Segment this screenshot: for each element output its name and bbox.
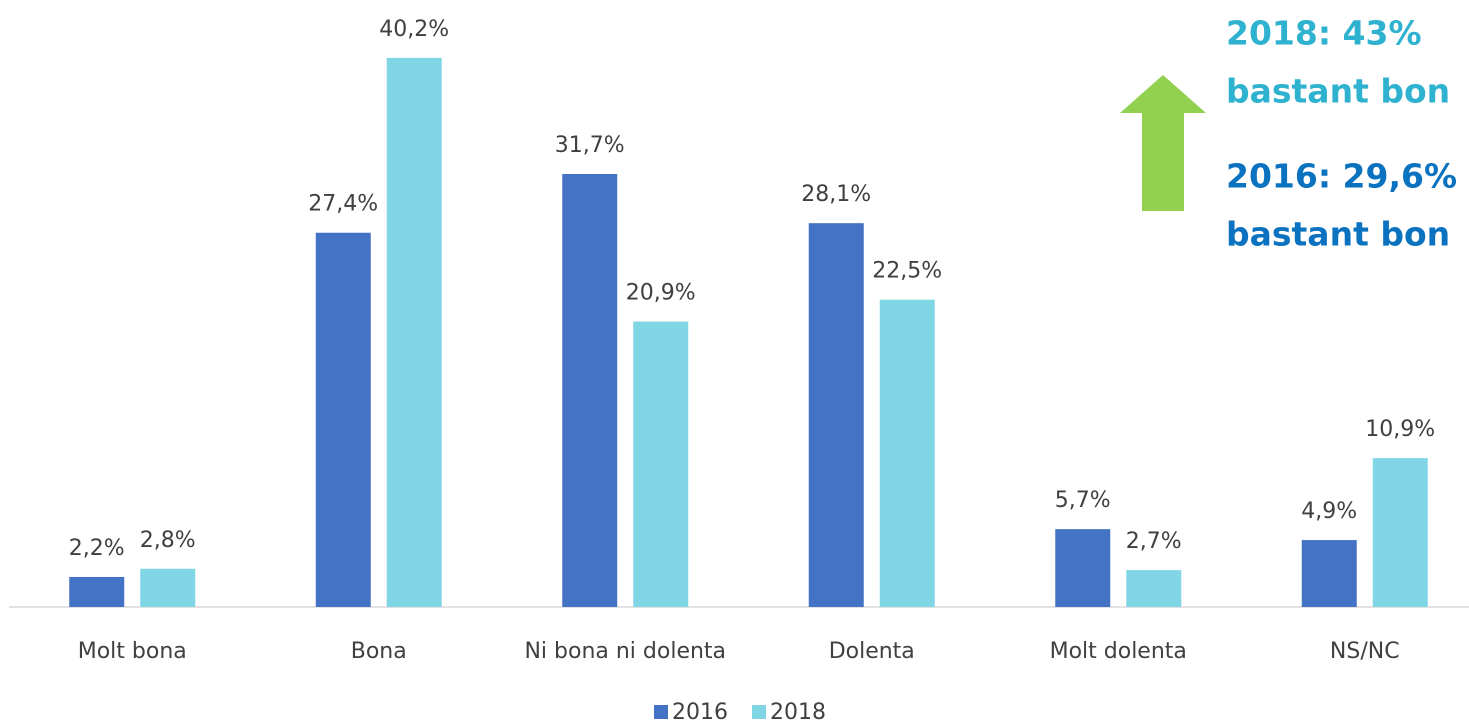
value-label: 27,4% xyxy=(308,192,378,217)
bar xyxy=(1372,458,1428,607)
x-tick-label: Dolenta xyxy=(829,639,915,664)
legend-label: 2018 xyxy=(770,700,826,723)
value-label: 28,1% xyxy=(801,182,871,207)
value-label: 4,9% xyxy=(1301,499,1357,524)
bar xyxy=(1055,529,1111,607)
legend-label: 2016 xyxy=(672,700,728,723)
value-label: 2,8% xyxy=(140,528,196,553)
value-label: 40,2% xyxy=(379,17,449,42)
legend-swatch xyxy=(654,705,668,719)
bar xyxy=(808,223,864,607)
value-label: 20,9% xyxy=(626,281,696,306)
x-tick-label: NS/NC xyxy=(1330,639,1400,664)
bar xyxy=(386,57,442,608)
legend-swatch xyxy=(752,705,766,719)
bar xyxy=(315,232,371,607)
value-label: 31,7% xyxy=(555,133,625,158)
x-tick-label: Molt dolenta xyxy=(1050,639,1187,664)
annotation: bastant bon xyxy=(1226,72,1450,111)
annotation: 2018: 43% xyxy=(1226,14,1422,53)
x-tick-label: Ni bona ni dolenta xyxy=(524,639,726,664)
value-label: 2,2% xyxy=(69,536,125,561)
value-label: 2,7% xyxy=(1126,529,1182,554)
x-tick-label: Bona xyxy=(351,639,407,664)
annotation: bastant bon xyxy=(1226,215,1450,254)
value-label: 10,9% xyxy=(1365,417,1435,442)
value-label: 22,5% xyxy=(872,259,942,284)
annotation: 2016: 29,6% xyxy=(1226,157,1457,196)
up-arrow xyxy=(1120,75,1206,211)
bar xyxy=(1301,540,1357,607)
bar xyxy=(633,321,689,607)
bar xyxy=(69,576,125,607)
bar xyxy=(140,568,196,607)
bar xyxy=(1126,570,1182,607)
value-label: 5,7% xyxy=(1055,488,1111,513)
bar xyxy=(879,299,935,607)
bar xyxy=(562,174,618,607)
x-tick-label: Molt bona xyxy=(78,639,187,664)
